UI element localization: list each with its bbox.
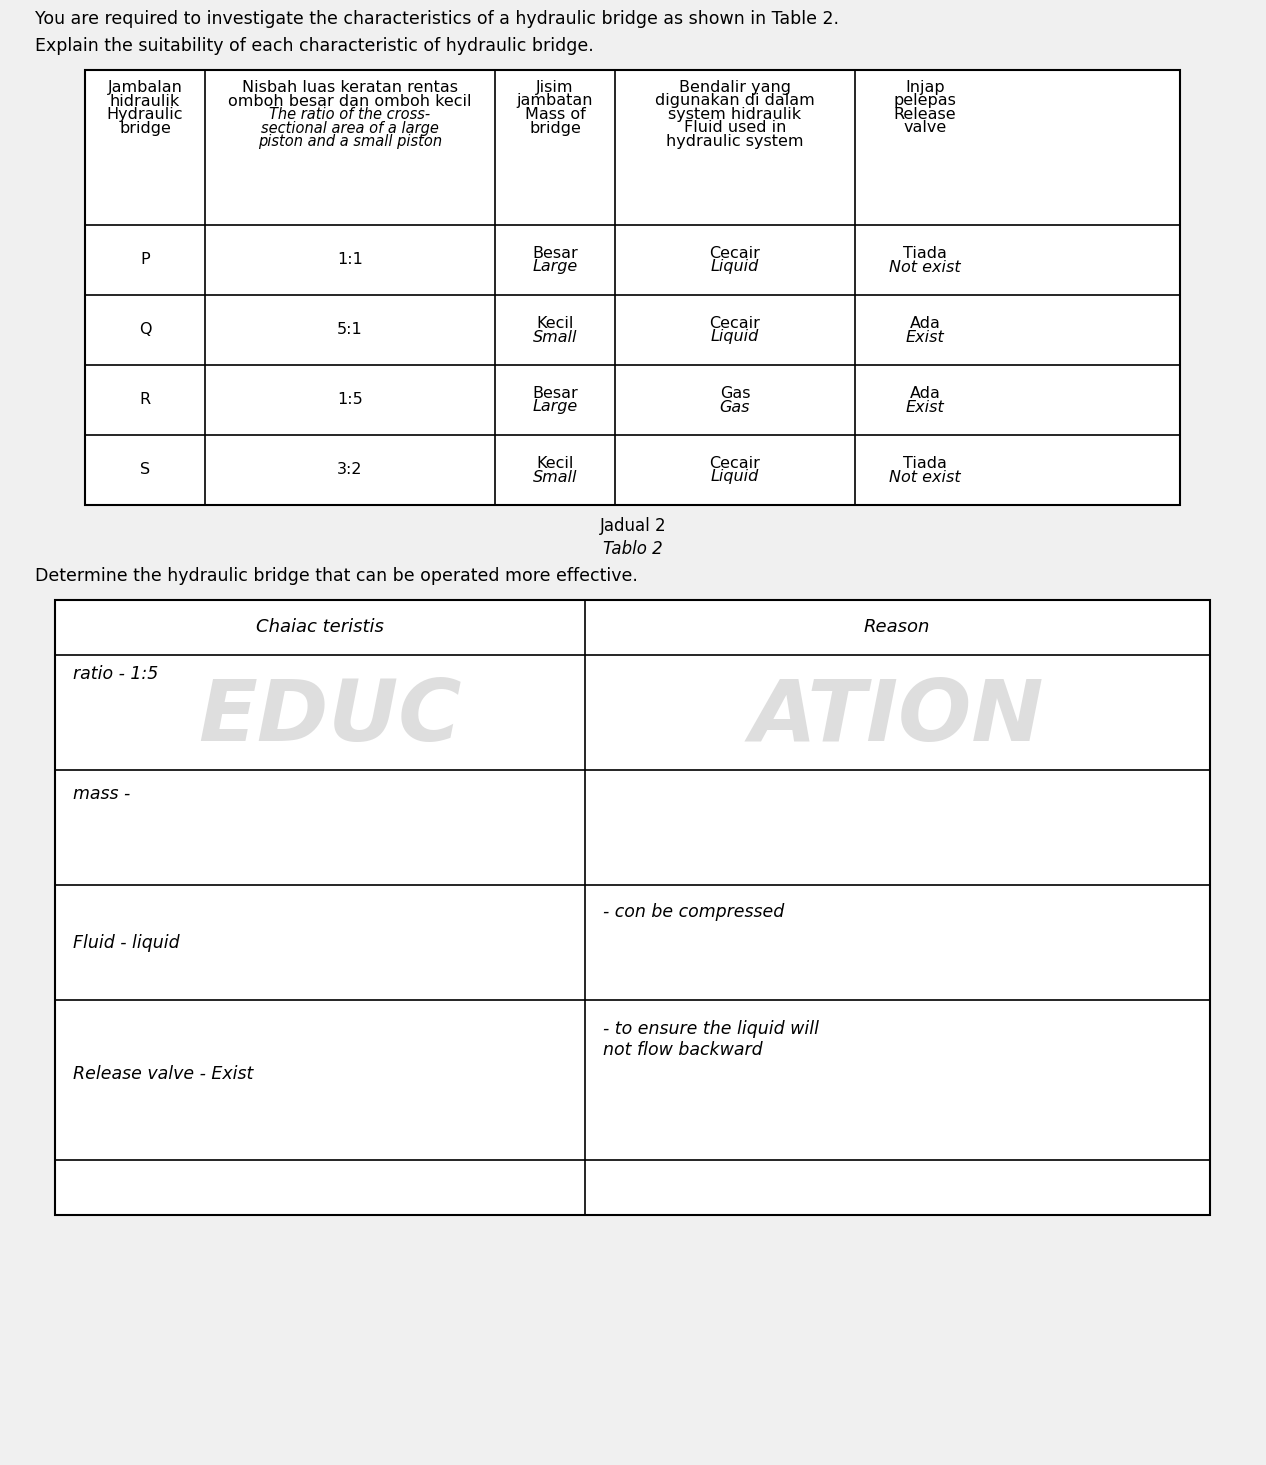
Text: Besar: Besar: [532, 246, 577, 261]
Text: R: R: [139, 393, 151, 407]
Text: 3:2: 3:2: [337, 463, 363, 478]
Text: mass -: mass -: [73, 785, 130, 803]
Text: 1:1: 1:1: [337, 252, 363, 268]
Text: Gas: Gas: [720, 400, 751, 415]
Text: Explain the suitability of each characteristic of hydraulic bridge.: Explain the suitability of each characte…: [35, 37, 594, 56]
Text: piston and a small piston: piston and a small piston: [258, 133, 442, 149]
Text: sectional area of a large: sectional area of a large: [261, 120, 439, 135]
Text: hidraulik: hidraulik: [110, 94, 180, 108]
Text: bridge: bridge: [529, 120, 581, 135]
Bar: [85, 70, 1180, 505]
Text: 1:5: 1:5: [337, 393, 363, 407]
Text: digunakan di dalam: digunakan di dalam: [655, 94, 815, 108]
Text: system hidraulik: system hidraulik: [668, 107, 801, 122]
Text: ATION: ATION: [749, 675, 1044, 759]
Text: Q: Q: [139, 322, 151, 337]
Text: Gas: Gas: [720, 385, 751, 400]
Text: Exist: Exist: [905, 400, 944, 415]
Text: Large: Large: [533, 259, 577, 274]
Text: hydraulic system: hydraulic system: [666, 133, 804, 149]
Text: Small: Small: [533, 330, 577, 344]
Text: The ratio of the cross-: The ratio of the cross-: [270, 107, 430, 122]
Text: pelepas: pelepas: [894, 94, 956, 108]
Text: Liquid: Liquid: [711, 330, 760, 344]
Text: Kecil: Kecil: [537, 456, 573, 470]
Text: Ada: Ada: [909, 315, 941, 331]
Text: Bendalir yang: Bendalir yang: [679, 81, 791, 95]
Text: Jambalan: Jambalan: [108, 81, 182, 95]
Text: - to ensure the liquid will
not flow backward: - to ensure the liquid will not flow bac…: [603, 1020, 819, 1059]
Text: 5:1: 5:1: [337, 322, 363, 337]
Text: Liquid: Liquid: [711, 259, 760, 274]
Text: Tiada: Tiada: [903, 246, 947, 261]
Text: You are required to investigate the characteristics of a hydraulic bridge as sho: You are required to investigate the char…: [35, 10, 839, 28]
Text: omboh besar dan omboh kecil: omboh besar dan omboh kecil: [228, 94, 472, 108]
Text: Fluid - liquid: Fluid - liquid: [73, 933, 180, 951]
Text: Reason: Reason: [863, 618, 931, 636]
Text: Not exist: Not exist: [889, 259, 961, 274]
Text: jambatan: jambatan: [517, 94, 594, 108]
Text: valve: valve: [904, 120, 947, 135]
Text: EDUC: EDUC: [199, 675, 462, 759]
Text: Ada: Ada: [909, 385, 941, 400]
Text: S: S: [141, 463, 151, 478]
Text: Kecil: Kecil: [537, 315, 573, 331]
Text: - con be compressed: - con be compressed: [603, 902, 784, 921]
Text: Not exist: Not exist: [889, 469, 961, 485]
Text: Release valve - Exist: Release valve - Exist: [73, 1065, 253, 1083]
Text: Injap: Injap: [905, 81, 944, 95]
Text: Large: Large: [533, 400, 577, 415]
Text: Hydraulic: Hydraulic: [106, 107, 184, 122]
Text: Fluid used in: Fluid used in: [684, 120, 786, 135]
Text: Besar: Besar: [532, 385, 577, 400]
Text: Tiada: Tiada: [903, 456, 947, 470]
Text: ratio - 1:5: ratio - 1:5: [73, 665, 158, 683]
Text: Tablo 2: Tablo 2: [603, 541, 663, 558]
Text: Release: Release: [894, 107, 956, 122]
Text: Mass of: Mass of: [524, 107, 585, 122]
Text: Determine the hydraulic bridge that can be operated more effective.: Determine the hydraulic bridge that can …: [35, 567, 638, 585]
Text: Cecair: Cecair: [709, 315, 761, 331]
Text: P: P: [141, 252, 149, 268]
Text: Chaiac teristis: Chaiac teristis: [256, 618, 384, 636]
Text: Jadual 2: Jadual 2: [600, 517, 666, 535]
Text: Nisbah luas keratan rentas: Nisbah luas keratan rentas: [242, 81, 458, 95]
Text: Cecair: Cecair: [709, 246, 761, 261]
Text: Liquid: Liquid: [711, 469, 760, 485]
Text: bridge: bridge: [119, 120, 171, 135]
Text: Small: Small: [533, 469, 577, 485]
Text: Cecair: Cecair: [709, 456, 761, 470]
Text: Jisim: Jisim: [537, 81, 573, 95]
Text: Exist: Exist: [905, 330, 944, 344]
Bar: [54, 601, 1210, 1214]
